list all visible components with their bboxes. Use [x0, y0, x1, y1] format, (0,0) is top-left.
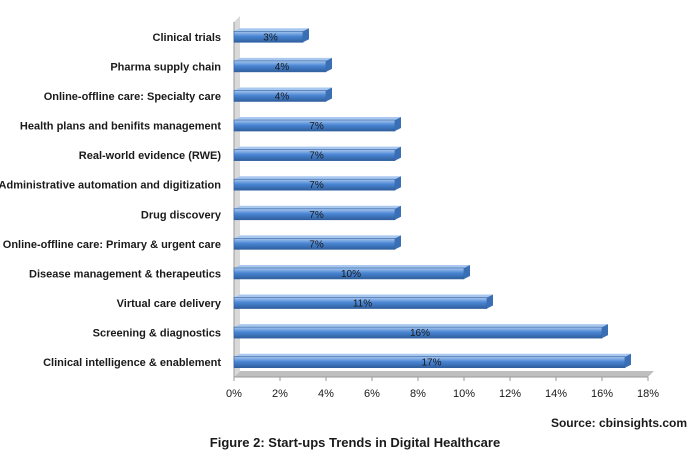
- bar-top-face: [234, 294, 493, 298]
- bar-top-face: [234, 146, 401, 150]
- x-tick-label: 2%: [272, 388, 288, 400]
- bar-value-label: 7%: [309, 210, 324, 221]
- bar-end-face: [303, 28, 309, 43]
- bar-end-face: [602, 324, 608, 339]
- bar: 11%: [233, 294, 493, 310]
- bar-value-label: 4%: [275, 91, 290, 102]
- category-label: Clinical trials: [153, 32, 221, 44]
- bar: 4%: [233, 87, 332, 102]
- x-tick-label: 4%: [318, 388, 334, 400]
- chart-back-wall: [233, 16, 654, 377]
- bar: 7%: [233, 205, 401, 221]
- category-label: Disease management & therapeutics: [29, 268, 221, 280]
- bar-top-face: [234, 57, 332, 61]
- x-tick-label: 18%: [637, 388, 659, 400]
- bar-end-face: [625, 353, 631, 368]
- bar-value-label: 7%: [309, 121, 324, 132]
- bar: 3%: [233, 28, 309, 43]
- x-tick-label: 14%: [545, 388, 567, 400]
- x-tick-label: 8%: [410, 388, 426, 400]
- bars: 3% 4% 4% 7% 7% 7% 7% 7% 10% 11% 16% 17%: [233, 28, 631, 369]
- bar-top-face: [234, 205, 401, 209]
- bar-end-face: [395, 117, 401, 132]
- bar-top-face: [234, 117, 401, 121]
- bar: 7%: [233, 235, 401, 250]
- category-label: Drug discovery: [141, 209, 222, 221]
- x-tick-label: 12%: [499, 388, 521, 400]
- x-tick-label: 10%: [453, 388, 475, 400]
- category-label: Pharma supply chain: [110, 61, 221, 73]
- bar-value-label: 11%: [353, 299, 372, 310]
- chart-floor: [234, 371, 654, 377]
- bar: 10%: [233, 264, 470, 280]
- bar-value-label: 10%: [341, 269, 361, 280]
- x-axis: 0% 2% 4% 6% 8% 10% 12% 14% 16% 18%: [226, 376, 659, 400]
- x-tick-label: 16%: [591, 388, 613, 400]
- bar: 7%: [233, 117, 401, 132]
- category-labels: Clinical trials Pharma supply chain Online…: [0, 32, 222, 369]
- category-label: Administrative automation and digitizati…: [0, 180, 221, 192]
- bar-value-label: 3%: [263, 32, 278, 43]
- bar-end-face: [395, 205, 401, 220]
- bar-value-label: 4%: [275, 62, 290, 73]
- bar-top-face: [234, 353, 631, 357]
- bar: 7%: [233, 176, 401, 191]
- category-label: Health plans and benifits management: [20, 121, 221, 133]
- category-label: Online-offline care: Primary & urgent ca…: [3, 239, 221, 251]
- bar-top-face: [234, 176, 401, 180]
- bar: 16%: [233, 324, 608, 339]
- category-label: Screening & diagnostics: [93, 328, 221, 340]
- source-note: Source: cbinsights.com: [551, 416, 687, 430]
- category-label: Real-world evidence (RWE): [79, 150, 222, 162]
- bar-end-face: [487, 294, 493, 309]
- bar-top-face: [234, 28, 309, 32]
- bar-end-face: [464, 264, 470, 279]
- bar: 4%: [233, 57, 332, 73]
- category-label: Online-offline care: Specialty care: [44, 91, 221, 103]
- figure-caption: Figure 2: Start-ups Trends in Digital He…: [210, 435, 500, 450]
- bar-end-face: [326, 87, 332, 102]
- back-wall-side: [234, 16, 240, 377]
- bar-value-label: 17%: [421, 358, 441, 369]
- category-label: Virtual care delivery: [117, 298, 222, 310]
- bar-top-face: [234, 264, 470, 268]
- bar-end-face: [326, 57, 332, 72]
- bar-end-face: [395, 176, 401, 191]
- category-label: Clinical intelligence & enablement: [43, 357, 221, 369]
- x-tick-label: 0%: [226, 388, 242, 400]
- bar-end-face: [395, 146, 401, 161]
- bar-top-face: [234, 87, 332, 91]
- bar-top-face: [234, 324, 608, 328]
- x-tick-label: 6%: [364, 388, 380, 400]
- bar-end-face: [395, 235, 401, 250]
- bar-value-label: 7%: [309, 151, 324, 162]
- bar: 7%: [233, 146, 401, 162]
- bar-value-label: 7%: [309, 180, 324, 191]
- bar: 17%: [233, 353, 631, 369]
- bar-value-label: 7%: [309, 239, 324, 250]
- bar-top-face: [234, 235, 401, 239]
- bar-value-label: 16%: [410, 328, 430, 339]
